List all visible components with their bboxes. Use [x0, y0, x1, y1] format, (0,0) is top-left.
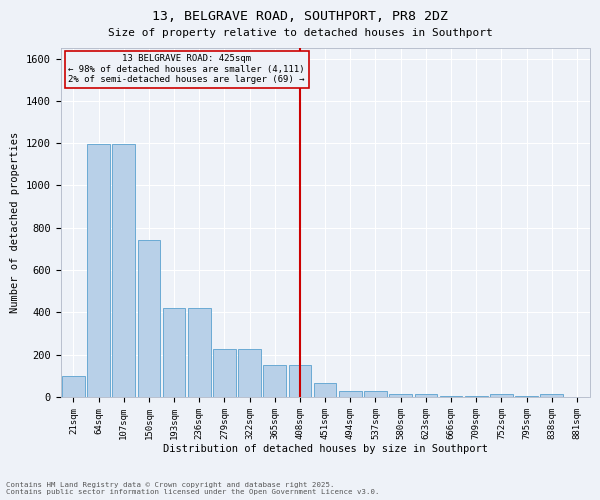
Bar [62, 376, 85, 397]
Bar [515, 396, 538, 397]
Bar [440, 396, 463, 397]
Bar [314, 383, 337, 397]
Text: 13 BELGRAVE ROAD: 425sqm
← 98% of detached houses are smaller (4,111)
2% of semi: 13 BELGRAVE ROAD: 425sqm ← 98% of detach… [68, 54, 305, 84]
Bar [289, 365, 311, 397]
X-axis label: Distribution of detached houses by size in Southport: Distribution of detached houses by size … [163, 444, 488, 454]
Bar [112, 144, 135, 397]
Bar [163, 308, 185, 397]
Text: 13, BELGRAVE ROAD, SOUTHPORT, PR8 2DZ: 13, BELGRAVE ROAD, SOUTHPORT, PR8 2DZ [152, 10, 448, 23]
Y-axis label: Number of detached properties: Number of detached properties [11, 132, 20, 313]
Bar [188, 308, 211, 397]
Bar [87, 144, 110, 397]
Bar [238, 350, 261, 397]
Bar [415, 394, 437, 397]
Bar [213, 350, 236, 397]
Bar [364, 390, 387, 397]
Text: Size of property relative to detached houses in Southport: Size of property relative to detached ho… [107, 28, 493, 38]
Bar [490, 394, 513, 397]
Bar [465, 396, 488, 397]
Text: Contains HM Land Registry data © Crown copyright and database right 2025.
Contai: Contains HM Land Registry data © Crown c… [6, 482, 380, 495]
Bar [541, 394, 563, 397]
Bar [137, 240, 160, 397]
Bar [389, 394, 412, 397]
Bar [339, 390, 362, 397]
Bar [263, 365, 286, 397]
